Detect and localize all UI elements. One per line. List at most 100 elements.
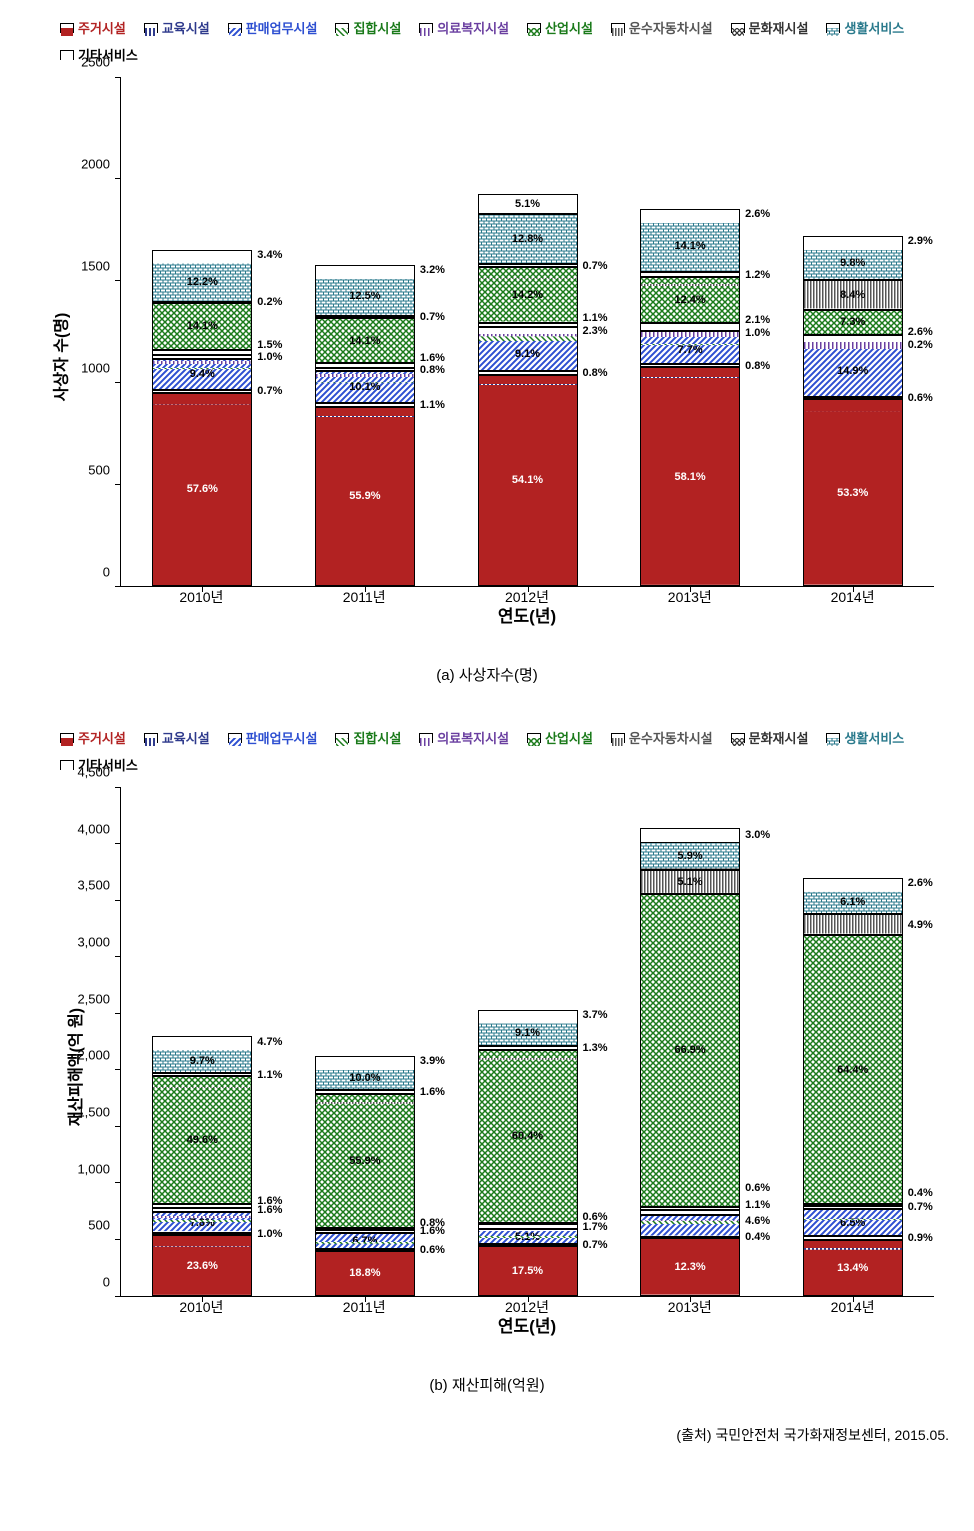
- ytick: 1,000: [77, 1161, 110, 1176]
- legend-label-c9: 생활서비스: [844, 18, 904, 37]
- seg-label-c3: 9.1%: [515, 348, 540, 360]
- bar-2012년: 17.5%0.7%5.1%1.7%0.6%60.4%1.3%9.1%3.7%: [478, 1010, 578, 1296]
- seg-label-c9: 9.8%: [840, 257, 865, 269]
- seg-label-c4: 1.0%: [257, 351, 282, 363]
- legend-item-c7: 운수자동차시설: [611, 728, 713, 747]
- seg-label-c5: 1.1%: [583, 312, 608, 324]
- legend-item-c7: 운수자동차시설: [611, 18, 713, 37]
- seg-c10: [803, 878, 903, 889]
- seg-label-c2: 0.9%: [908, 1232, 933, 1244]
- chart-b-container: 주거시설교육시설판매업무시설집합시설의료복지시설산업시설운수자동차시설문화재시설…: [0, 710, 974, 1352]
- chart-a-container: 주거시설교육시설판매업무시설집합시설의료복지시설산업시설운수자동차시설문화재시설…: [0, 0, 974, 642]
- seg-label-c5: 1.6%: [420, 352, 445, 364]
- seg-label-c3: 4.6%: [745, 1215, 770, 1227]
- swatch-c7: [611, 23, 625, 33]
- seg-label-c9: 12.5%: [349, 290, 380, 302]
- seg-label-c4: 0.8%: [420, 364, 445, 376]
- legend-label-c8: 문화재시설: [749, 728, 809, 747]
- swatch-c2: [144, 23, 158, 33]
- seg-label-c2: 1.1%: [420, 399, 445, 411]
- bar-2014년: 13.4%0.9%6.5%0.7%0.4%64.4%4.9%6.1%2.6%: [803, 878, 903, 1297]
- legend-item-c8: 문화재시설: [731, 728, 809, 747]
- legend-item-c2: 교육시설: [144, 18, 210, 37]
- seg-label-c7: 8.4%: [840, 289, 865, 301]
- source-text: (출처) 국민안전처 국가화재정보센터, 2015.05.: [0, 1420, 974, 1460]
- seg-label-c2: 0.6%: [420, 1244, 445, 1256]
- seg-c4: [478, 1224, 578, 1229]
- seg-label-c6: 12.4%: [674, 294, 705, 306]
- seg-label-c9: 5.9%: [678, 850, 703, 862]
- legend-item-c2: 교육시설: [144, 728, 210, 747]
- swatch-c1: [60, 733, 74, 743]
- legend-label-c2: 교육시설: [162, 728, 210, 747]
- swatch-c8: [731, 23, 745, 33]
- seg-label-c9: 10.0%: [349, 1072, 380, 1084]
- xtick: 2012년: [505, 587, 549, 607]
- xtick: 2013년: [668, 1297, 712, 1317]
- seg-label-c6: 14.1%: [349, 335, 380, 347]
- seg-label-c5: 2.1%: [745, 314, 770, 326]
- seg-label-c5: 0.8%: [420, 1217, 445, 1229]
- seg-label-c1: 55.9%: [349, 490, 380, 502]
- x-axis-a: 연도(년) 2010년2011년2012년2013년2014년: [120, 587, 934, 627]
- seg-label-c10: 5.1%: [515, 198, 540, 210]
- seg-label-c3: 14.9%: [837, 365, 868, 377]
- seg-label-c1: 54.1%: [512, 474, 543, 486]
- ytick: 0: [103, 565, 110, 580]
- seg-c10: [315, 1056, 415, 1065]
- seg-label-c10: 3.7%: [583, 1009, 608, 1021]
- seg-label-c2: 0.8%: [583, 367, 608, 379]
- seg-label-c10: 2.6%: [745, 208, 770, 220]
- legend-item-c8: 문화재시설: [731, 18, 809, 37]
- seg-label-c2: 0.8%: [745, 360, 770, 372]
- legend-item-c4: 집합시설: [335, 728, 401, 747]
- seg-label-c10: 2.6%: [908, 877, 933, 889]
- bar-2014년: 53.3%0.6%14.9%0.2%2.6%7.3%8.4%9.8%2.9%: [803, 236, 903, 586]
- seg-c10: [152, 250, 252, 261]
- bar-2013년: 58.1%0.8%7.7%1.0%2.1%12.4%1.2%14.1%2.6%: [640, 209, 740, 586]
- legend-label-c3: 판매업무시설: [246, 728, 318, 747]
- swatch-c10: [60, 50, 74, 60]
- seg-label-c3: 7.8%: [190, 1217, 215, 1229]
- ytick: 2500: [81, 55, 110, 70]
- seg-label-c6: 60.4%: [512, 1130, 543, 1142]
- swatch-c5: [419, 23, 433, 33]
- seg-label-c2: 0.6%: [908, 392, 933, 404]
- seg-label-c10: 3.2%: [420, 264, 445, 276]
- legend-label-c2: 교육시설: [162, 18, 210, 37]
- seg-label-c10: 3.9%: [420, 1055, 445, 1067]
- seg-label-c2: 0.4%: [745, 1231, 770, 1243]
- swatch-c6: [527, 733, 541, 743]
- seg-label-c4: 1.1%: [745, 1199, 770, 1211]
- legend-item-c3: 판매업무시설: [228, 728, 318, 747]
- legend-label-c7: 운수자동차시설: [629, 728, 713, 747]
- y-ticks-a: 05001000150020002500: [60, 77, 115, 587]
- seg-label-c6: 66.9%: [674, 1044, 705, 1056]
- seg-label-c3: 7.7%: [678, 344, 703, 356]
- plotarea-b: 23.6%1.0%7.8%1.6%1.6%49.6%1.1%9.7%4.7%18…: [120, 787, 934, 1297]
- seg-label-c6: 14.1%: [187, 320, 218, 332]
- legend-item-c5: 의료복지시설: [419, 18, 509, 37]
- legend-item-c4: 집합시설: [335, 18, 401, 37]
- swatch-c4: [335, 733, 349, 743]
- swatch-c4: [335, 23, 349, 33]
- plot-b: 재산피해액(억 원) 05001,0001,5002,0002,5003,000…: [20, 787, 954, 1347]
- seg-label-c7: 0.7%: [583, 260, 608, 272]
- legend-label-c8: 문화재시설: [749, 18, 809, 37]
- seg-label-c4: 1.0%: [745, 327, 770, 339]
- ytick: 1500: [81, 259, 110, 274]
- ytick: 500: [88, 1218, 110, 1233]
- legend-item-c9: 생활서비스: [826, 728, 904, 747]
- legend-item-c6: 산업시설: [527, 18, 593, 37]
- seg-c5: [803, 335, 903, 344]
- xtick: 2011년: [343, 587, 386, 607]
- seg-label-c2: 0.7%: [583, 1239, 608, 1251]
- seg-label-c6: 49.6%: [187, 1134, 218, 1146]
- ytick: 2000: [81, 157, 110, 172]
- seg-label-c4: 2.3%: [583, 325, 608, 337]
- seg-c10: [803, 236, 903, 246]
- ytick: 0: [103, 1275, 110, 1290]
- swatch-c3: [228, 23, 242, 33]
- seg-label-c6: 55.9%: [349, 1155, 380, 1167]
- ytick: 3,000: [77, 935, 110, 950]
